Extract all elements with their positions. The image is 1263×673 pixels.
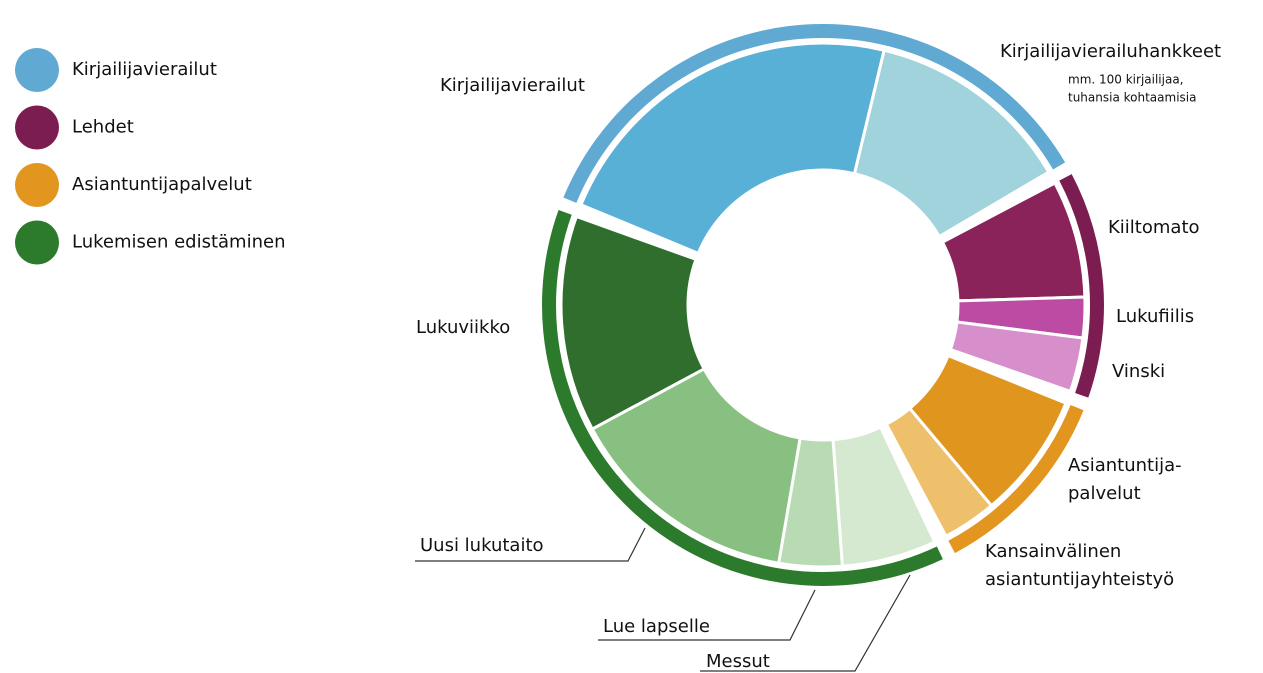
segment bbox=[578, 41, 886, 256]
segment bbox=[884, 406, 994, 539]
segment-label: Kansainvälinen bbox=[985, 541, 1121, 562]
segment-sublabel: mm. 100 kirjailijaa, bbox=[1068, 73, 1184, 87]
legend-swatch bbox=[15, 48, 59, 92]
group-ring bbox=[1059, 174, 1104, 398]
legend-label: Asiantuntijapalvelut bbox=[72, 174, 252, 195]
segment-label: asiantuntijayhteistyö bbox=[985, 569, 1174, 590]
segment-label: Kirjailijavierailut bbox=[440, 75, 585, 96]
legend-label: Kirjailijavierailut bbox=[72, 59, 217, 80]
segment-label: Lukufiilis bbox=[1116, 306, 1194, 327]
segment-label: Uusi lukutaito bbox=[420, 535, 544, 556]
segment-label: Messut bbox=[706, 651, 770, 672]
segment-label: Vinski bbox=[1112, 361, 1165, 382]
leader-line bbox=[415, 527, 646, 562]
legend-label: Lukemisen edistäminen bbox=[72, 232, 286, 253]
legend-label: Lehdet bbox=[72, 117, 134, 138]
segment-sublabel: tuhansia kohtaamisia bbox=[1068, 91, 1196, 105]
segment bbox=[852, 48, 1051, 239]
group-ring bbox=[948, 405, 1084, 554]
segment-label: Lukuviikko bbox=[416, 317, 510, 338]
group-ring bbox=[563, 23, 1066, 203]
segment-label: Kirjailijavierailuhankkeet bbox=[1000, 41, 1221, 62]
segment bbox=[948, 320, 1085, 394]
leader-line bbox=[700, 574, 911, 672]
segment bbox=[590, 366, 802, 565]
legend-swatch bbox=[15, 163, 59, 207]
leader-line bbox=[598, 589, 816, 641]
segment-label: Kiiltomato bbox=[1108, 217, 1200, 238]
segment-label: palvelut bbox=[1068, 483, 1141, 504]
segment-label: Lue lapselle bbox=[603, 616, 710, 637]
segment bbox=[559, 214, 707, 432]
segment-label: Asiantuntija- bbox=[1068, 455, 1182, 476]
legend-swatch bbox=[15, 220, 59, 265]
legend-swatch bbox=[15, 105, 59, 150]
